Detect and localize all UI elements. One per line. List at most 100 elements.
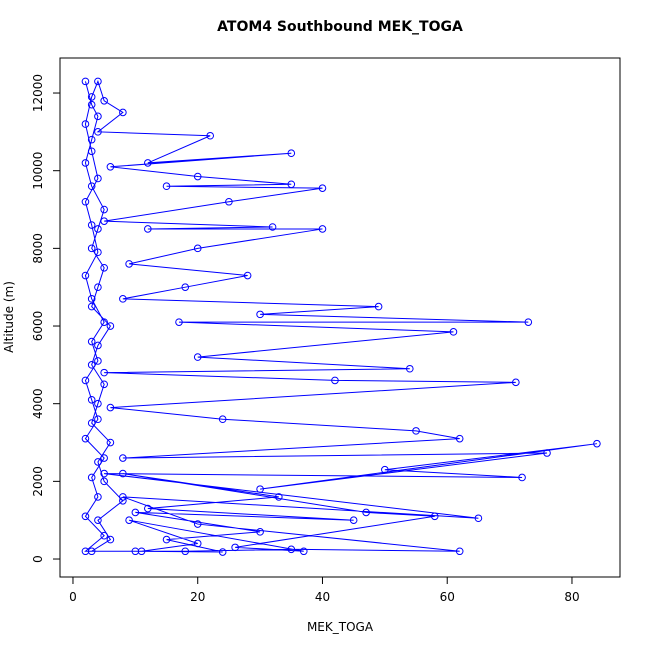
data-point: [512, 378, 520, 387]
y-tick-label: 0: [31, 555, 45, 563]
data-line: [84, 79, 597, 553]
data-point: [225, 197, 233, 206]
data-point: [81, 547, 90, 556]
data-point: [474, 514, 483, 523]
data-point: [318, 225, 327, 233]
data-point: [100, 477, 108, 486]
y-tick-label: 6000: [31, 311, 45, 342]
data-point: [81, 120, 90, 128]
data-point: [81, 197, 90, 206]
data-point: [181, 547, 190, 556]
data-point: [81, 376, 90, 385]
data-point: [218, 415, 227, 424]
data-point: [193, 244, 202, 253]
data-point: [362, 508, 370, 517]
data-point: [81, 271, 90, 280]
data-point: [405, 364, 414, 373]
data-point: [412, 427, 420, 435]
data-point: [106, 322, 115, 330]
data-point: [94, 77, 102, 86]
data-point: [193, 520, 202, 528]
data-point: [119, 496, 127, 505]
data-point: [256, 310, 264, 319]
data-point: [193, 353, 202, 361]
x-axis-label: MEK_TOGA: [307, 620, 374, 634]
data-point: [518, 473, 526, 482]
y-tick-label: 8000: [31, 233, 45, 264]
y-tick-label: 4000: [31, 388, 45, 419]
data-point: [349, 516, 358, 524]
data-point: [162, 535, 171, 544]
data-point: [430, 512, 439, 521]
data-point: [94, 357, 102, 365]
data-point: [87, 302, 96, 311]
data-point: [87, 93, 96, 101]
data-point: [81, 159, 90, 167]
data-point: [87, 419, 96, 427]
y-axis-label: Altitude (m): [2, 281, 16, 353]
data-point: [100, 531, 108, 540]
data-point: [81, 77, 90, 86]
data-point: [94, 415, 102, 424]
data-point: [106, 403, 115, 412]
data-point: [381, 465, 389, 474]
data-point: [87, 135, 96, 144]
data-point: [119, 469, 127, 478]
x-tick-label: 20: [190, 590, 205, 604]
data-point: [125, 516, 133, 524]
data-point: [119, 108, 127, 117]
data-point: [87, 361, 96, 369]
data-point: [287, 149, 296, 158]
data-point: [94, 458, 102, 466]
data-point: [144, 504, 152, 513]
data-point: [94, 248, 102, 257]
y-tick-label: 10000: [31, 152, 45, 190]
data-point: [100, 454, 108, 462]
data-point: [243, 271, 252, 280]
x-tick-label: 40: [315, 590, 330, 604]
data-point: [299, 547, 308, 556]
data-point: [94, 174, 102, 183]
data-point: [100, 205, 108, 214]
data-point: [593, 439, 601, 448]
data-point: [106, 163, 115, 171]
data-point: [81, 434, 90, 443]
data-point: [106, 535, 115, 544]
data-point: [524, 318, 533, 326]
data-point: [94, 399, 102, 408]
data-point: [119, 493, 127, 501]
data-point: [87, 100, 96, 109]
data-point: [331, 376, 339, 385]
data-point: [100, 469, 108, 478]
data-point: [374, 302, 383, 311]
data-point: [231, 543, 239, 552]
data-point: [87, 221, 96, 229]
x-tick-label: 0: [69, 590, 77, 604]
data-point: [100, 263, 108, 272]
data-point: [87, 473, 96, 482]
data-point: [131, 508, 140, 517]
data-point: [87, 337, 96, 346]
data-point: [543, 449, 551, 457]
data-point: [256, 528, 264, 536]
data-point: [106, 438, 115, 447]
data-point: [256, 485, 264, 493]
data-point: [455, 434, 464, 443]
data-point: [87, 182, 96, 191]
data-point: [87, 244, 96, 253]
data-point: [449, 328, 458, 336]
x-tick-label: 80: [564, 590, 579, 604]
data-point: [87, 295, 96, 303]
data-point: [94, 128, 102, 136]
data-point: [94, 493, 102, 501]
data-point: [125, 260, 133, 268]
y-tick-label: 12000: [31, 74, 45, 112]
data-point: [175, 318, 183, 326]
data-point: [100, 380, 108, 389]
data-point: [100, 217, 108, 225]
data-point: [218, 548, 227, 556]
data-point: [94, 112, 102, 121]
y-tick-label: 2000: [31, 466, 45, 497]
chart-title: ATOM4 Southbound MEK_TOGA: [217, 19, 463, 35]
